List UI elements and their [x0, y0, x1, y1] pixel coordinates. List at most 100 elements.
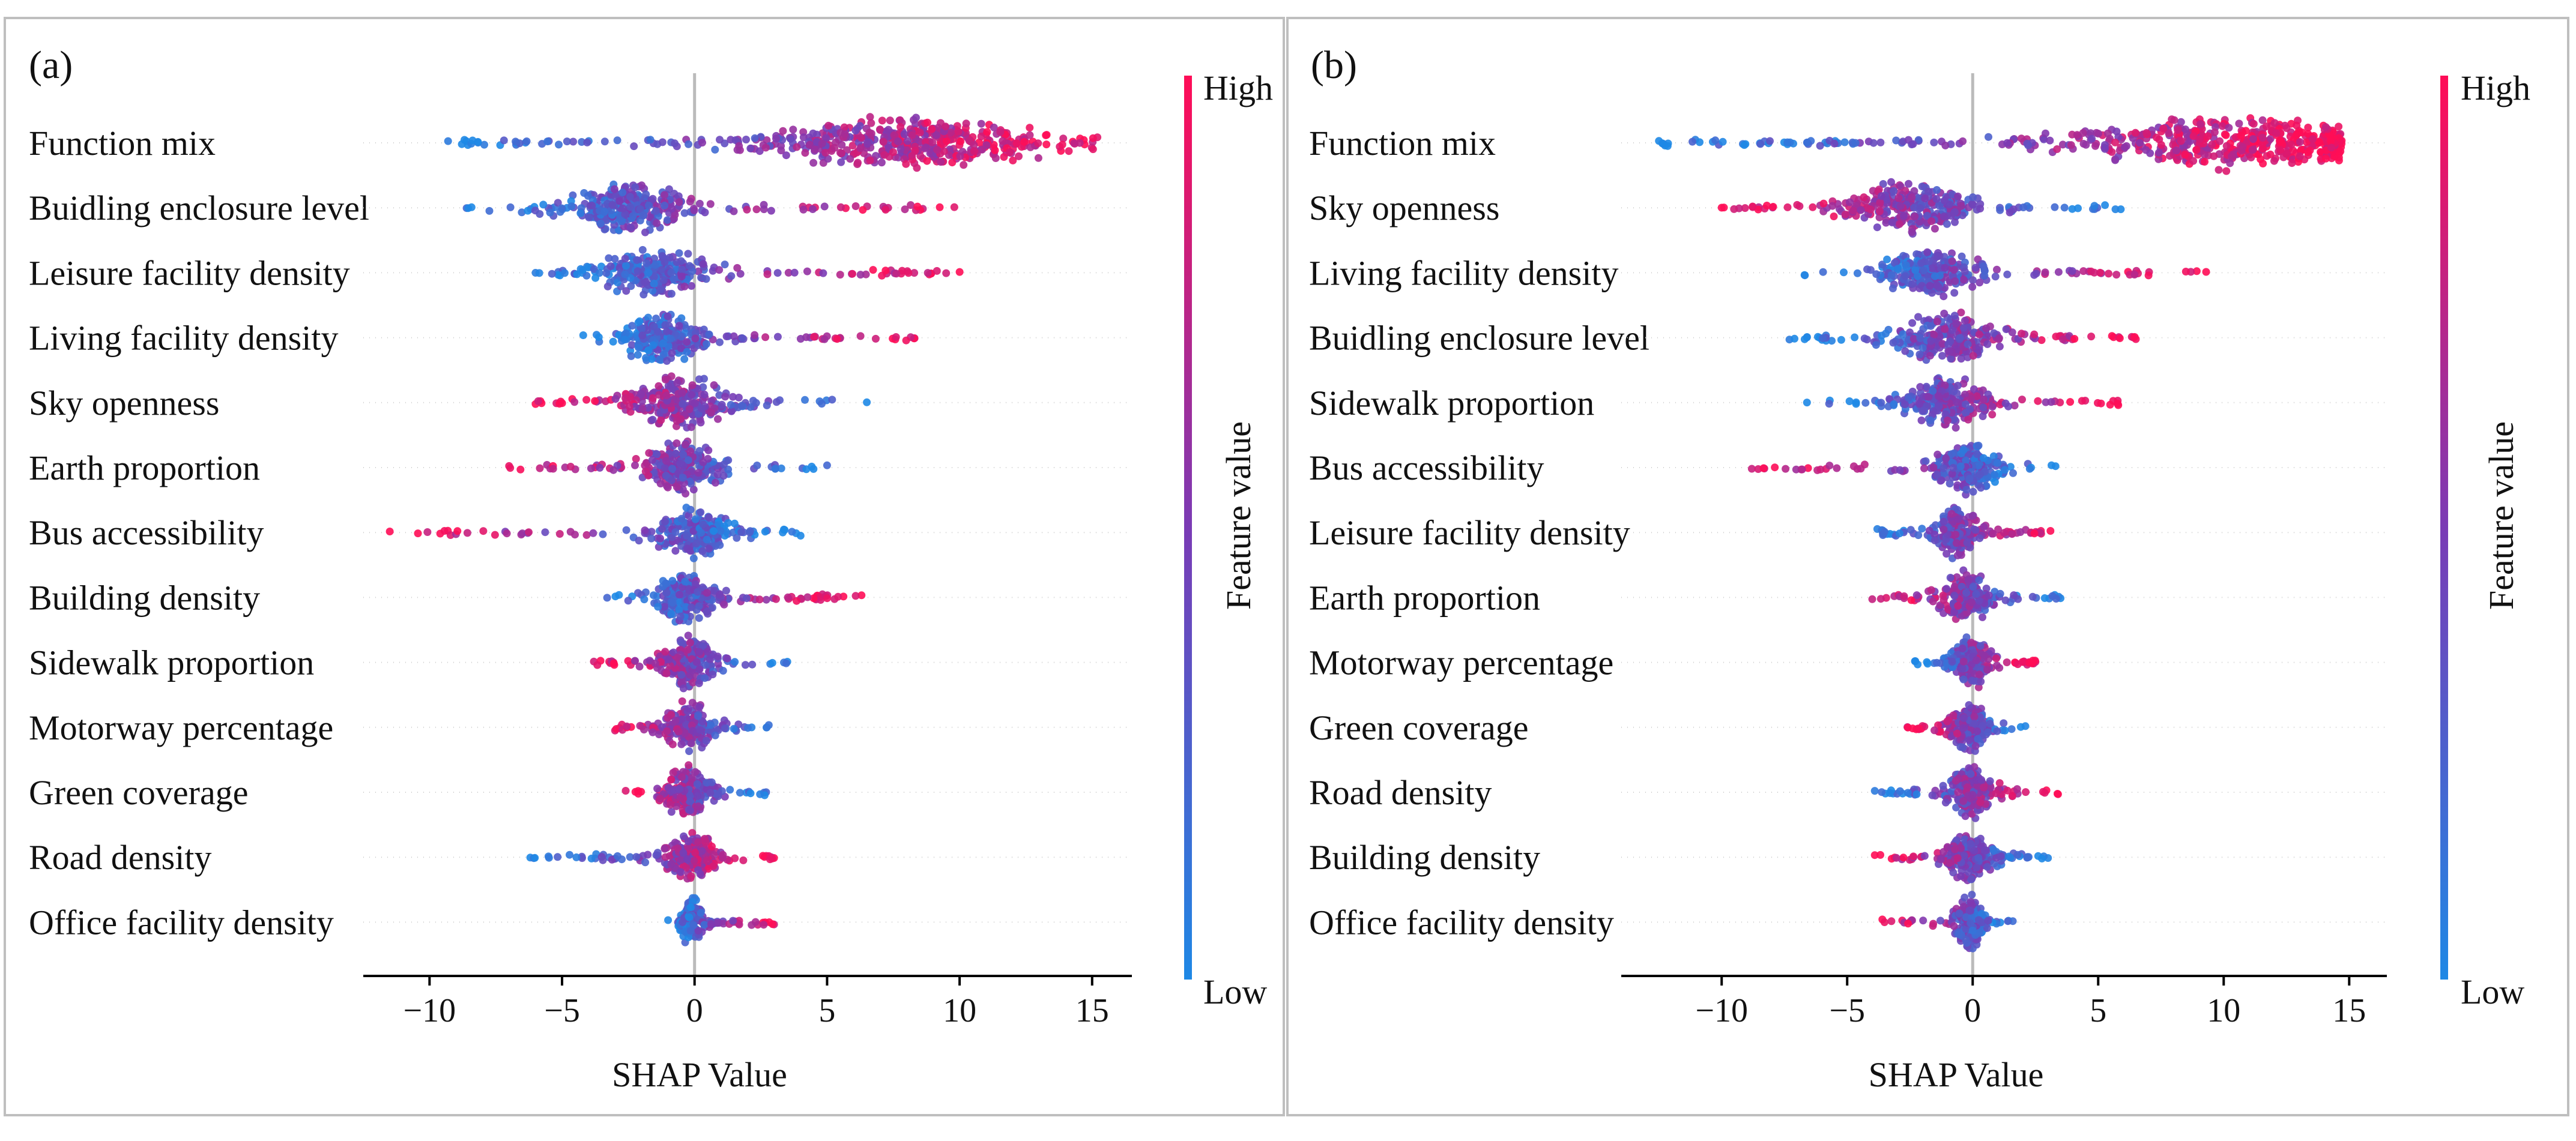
- shap-point: [628, 322, 636, 330]
- shap-point: [695, 679, 703, 687]
- feature-label: Buidling enclosure level: [29, 188, 369, 227]
- shap-point: [865, 128, 874, 137]
- shap-point: [1911, 212, 1919, 221]
- shap-point: [423, 528, 432, 536]
- shap-point: [896, 123, 905, 131]
- shap-point: [673, 258, 681, 266]
- shap-point: [2103, 129, 2112, 137]
- shap-point: [731, 658, 739, 666]
- shap-point: [1819, 268, 1827, 276]
- shap-point: [848, 269, 856, 278]
- shap-point: [691, 399, 699, 408]
- shap-point: [846, 155, 854, 163]
- shap-point: [609, 337, 617, 346]
- shap-point: [667, 268, 676, 277]
- shap-point: [2003, 139, 2012, 147]
- shap-point: [649, 591, 658, 600]
- shap-point: [579, 331, 587, 339]
- shap-point: [867, 119, 875, 127]
- shap-point: [820, 335, 829, 343]
- shap-point: [2308, 135, 2317, 143]
- shap-point: [947, 128, 955, 137]
- feature-label: Motorway percentage: [29, 708, 333, 747]
- shap-point: [707, 721, 715, 729]
- shap-point: [623, 722, 631, 730]
- beeswarm-points: [579, 310, 919, 365]
- shap-point: [1988, 411, 1997, 419]
- shap-point: [718, 400, 726, 409]
- shap-point: [702, 275, 710, 283]
- shap-point: [1979, 262, 1988, 270]
- shap-point: [677, 868, 685, 876]
- shap-point: [652, 315, 661, 323]
- shap-point: [683, 532, 691, 540]
- shap-point: [2146, 149, 2154, 157]
- shap-point: [869, 266, 877, 274]
- shap-point: [806, 140, 814, 149]
- shap-point: [729, 917, 737, 925]
- shap-point: [744, 724, 752, 732]
- shap-point: [1976, 278, 1984, 287]
- shap-point: [1968, 283, 1977, 291]
- shap-point: [2296, 152, 2304, 160]
- shap-point: [2106, 400, 2114, 409]
- shap-point: [683, 544, 692, 553]
- shap-point: [727, 407, 736, 415]
- shap-point: [695, 375, 703, 384]
- shap-point: [1846, 198, 1854, 206]
- shap-point: [1915, 351, 1924, 358]
- shap-point: [1959, 137, 1967, 145]
- shap-point: [578, 266, 587, 274]
- shap-point: [677, 740, 686, 748]
- shap-point: [658, 525, 666, 533]
- shap-point: [699, 520, 707, 528]
- shap-point: [2078, 397, 2086, 405]
- shap-point: [878, 116, 886, 125]
- shap-point: [2258, 134, 2267, 142]
- shap-point: [1904, 179, 1912, 188]
- shap-point: [633, 267, 642, 275]
- shap-point: [836, 128, 845, 137]
- shap-point: [673, 379, 682, 387]
- shap-point: [626, 203, 635, 211]
- shap-point: [2060, 203, 2069, 212]
- shap-point: [755, 147, 764, 155]
- shap-point: [1892, 136, 1900, 145]
- shap-point: [851, 127, 860, 134]
- shap-point: [735, 920, 743, 929]
- beeswarm-points: [1655, 114, 2346, 175]
- shap-point: [625, 402, 633, 411]
- shap-point: [536, 464, 544, 472]
- shap-point: [658, 265, 666, 274]
- shap-point: [723, 654, 731, 663]
- shap-point: [748, 660, 757, 669]
- shap-point: [694, 838, 703, 846]
- shap-point: [594, 333, 603, 342]
- shap-point: [2112, 127, 2121, 136]
- shap-point: [851, 202, 860, 210]
- shap-point: [1930, 138, 1938, 146]
- shap-point: [699, 260, 707, 268]
- shap-point: [1845, 397, 1854, 405]
- shap-point: [615, 197, 624, 205]
- feature-label: Function mix: [29, 124, 216, 163]
- shap-point: [2282, 124, 2291, 132]
- shap-point: [650, 272, 658, 281]
- shap-point: [1720, 203, 1728, 212]
- shap-point: [683, 855, 691, 863]
- shap-point: [828, 396, 836, 404]
- shap-point: [1783, 138, 1792, 146]
- shap-point: [680, 832, 688, 840]
- shap-point: [680, 209, 689, 217]
- shap-point: [639, 211, 648, 219]
- shap-point: [1954, 192, 1962, 200]
- shap-point: [838, 140, 846, 149]
- shap-point: [583, 138, 591, 146]
- shap-point: [707, 778, 716, 786]
- shap-point: [956, 152, 964, 160]
- shap-point: [886, 116, 894, 125]
- shap-point: [924, 118, 931, 127]
- shap-point: [2270, 157, 2278, 165]
- shap-point: [1961, 267, 1969, 275]
- shap-point: [694, 802, 703, 810]
